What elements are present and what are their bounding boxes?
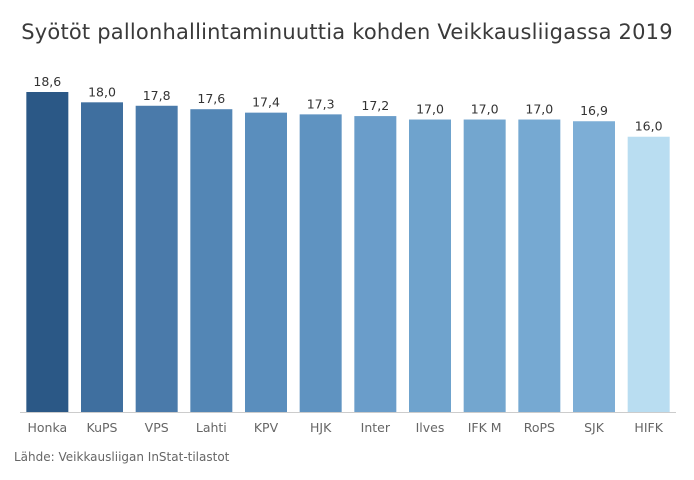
bars-layer: 18,6 Honka 18,0 KuPS 17,8 VPS 17,6 Lahti 17,4 KPV…: [26, 74, 670, 435]
category-label: VPS: [145, 420, 169, 435]
source-note: Lähde: Veikkausliigan InStat-tilastot: [14, 450, 230, 464]
bar-hjk: [299, 114, 342, 412]
bar-hifk: [627, 136, 670, 412]
category-label: KPV: [254, 420, 279, 435]
category-label: Honka: [28, 420, 68, 435]
value-label: 17,0: [525, 102, 553, 117]
value-label: 17,0: [416, 102, 444, 117]
value-label: 17,8: [143, 88, 171, 103]
category-label: Lahti: [196, 420, 227, 435]
chart-title: Syötöt pallonhallintaminuuttia kohden Ve…: [21, 20, 673, 44]
value-label: 17,3: [307, 96, 335, 111]
bar-honka: [26, 92, 69, 412]
bar-vps: [135, 105, 178, 413]
bar-sjk: [573, 121, 615, 412]
category-label: HIFK: [634, 420, 663, 435]
category-label: SJK: [584, 420, 605, 435]
bar-rops: [518, 119, 561, 412]
category-label: KuPS: [87, 420, 118, 435]
bar-lahti: [190, 109, 233, 413]
value-label: 18,6: [33, 74, 61, 89]
bar-inter: [354, 116, 397, 412]
value-label: 18,0: [88, 84, 116, 99]
bar-kups: [81, 102, 123, 413]
value-label: 17,0: [471, 102, 499, 117]
bar-ifk-m: [463, 119, 506, 412]
bar-ilves: [409, 119, 451, 412]
bar-kpv: [245, 112, 287, 412]
value-label: 17,4: [252, 95, 280, 110]
value-label: 16,9: [580, 103, 608, 118]
category-label: Ilves: [416, 420, 445, 435]
value-label: 16,0: [635, 119, 663, 134]
value-label: 17,6: [197, 91, 225, 106]
category-label: RoPS: [524, 420, 555, 435]
value-label: 17,2: [361, 98, 389, 113]
category-label: Inter: [361, 420, 391, 435]
category-label: IFK M: [468, 420, 502, 435]
category-label: HJK: [310, 420, 332, 435]
